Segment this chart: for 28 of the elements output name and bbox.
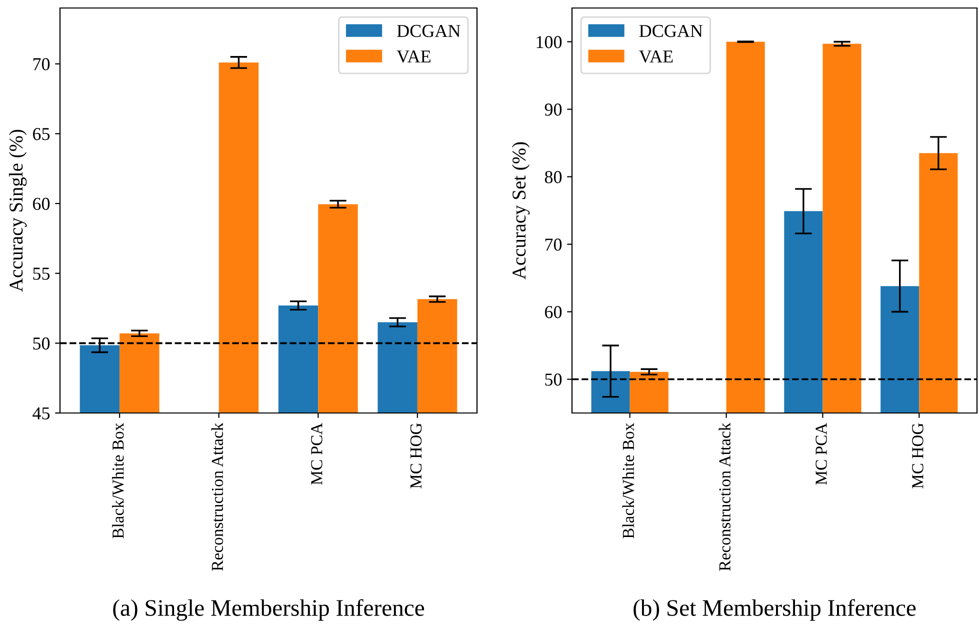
y-tick-label: 55 [33,268,50,280]
y-axis-title: Accuracy Single (%) [8,130,27,292]
x-tick-label: MC PCA [816,422,827,485]
y-tick-label: 100 [536,36,562,48]
y-tick-label: 80 [544,171,562,184]
x-tick-label: Reconstruction Attack [211,422,224,571]
x-tick-label: Black/White Box [112,422,124,538]
y-tick-label: 70 [545,238,562,251]
x-tick-label: MC HOG [912,423,924,488]
y-axis-title: Accuracy Set (%) [512,142,530,280]
y-tick-label: 90 [544,104,562,116]
y-tick-label: 50 [33,337,50,350]
y-tick-label: 45 [32,407,50,420]
legend-label: VAE [396,50,430,63]
y-tick-label: 65 [33,128,50,140]
legend-label: VAE [639,50,673,63]
legend-label: DCGAN [397,24,460,38]
x-tick-label: MC HOG [410,423,422,488]
x-tick-label: Reconstruction Attack [718,422,730,571]
x-axis-title: (b) Set Membership Inference [634,599,916,621]
legend-label: DCGAN [639,24,703,38]
x-tick-label: Black/White Box [622,422,634,538]
y-tick-label: 70 [33,58,50,70]
y-tick-label: 60 [33,198,50,210]
x-axis-title: (a) Single Membership Inference [113,599,424,621]
x-tick-label: MC PCA [311,422,322,485]
y-tick-label: 50 [545,374,562,386]
y-tick-label: 60 [545,306,562,318]
